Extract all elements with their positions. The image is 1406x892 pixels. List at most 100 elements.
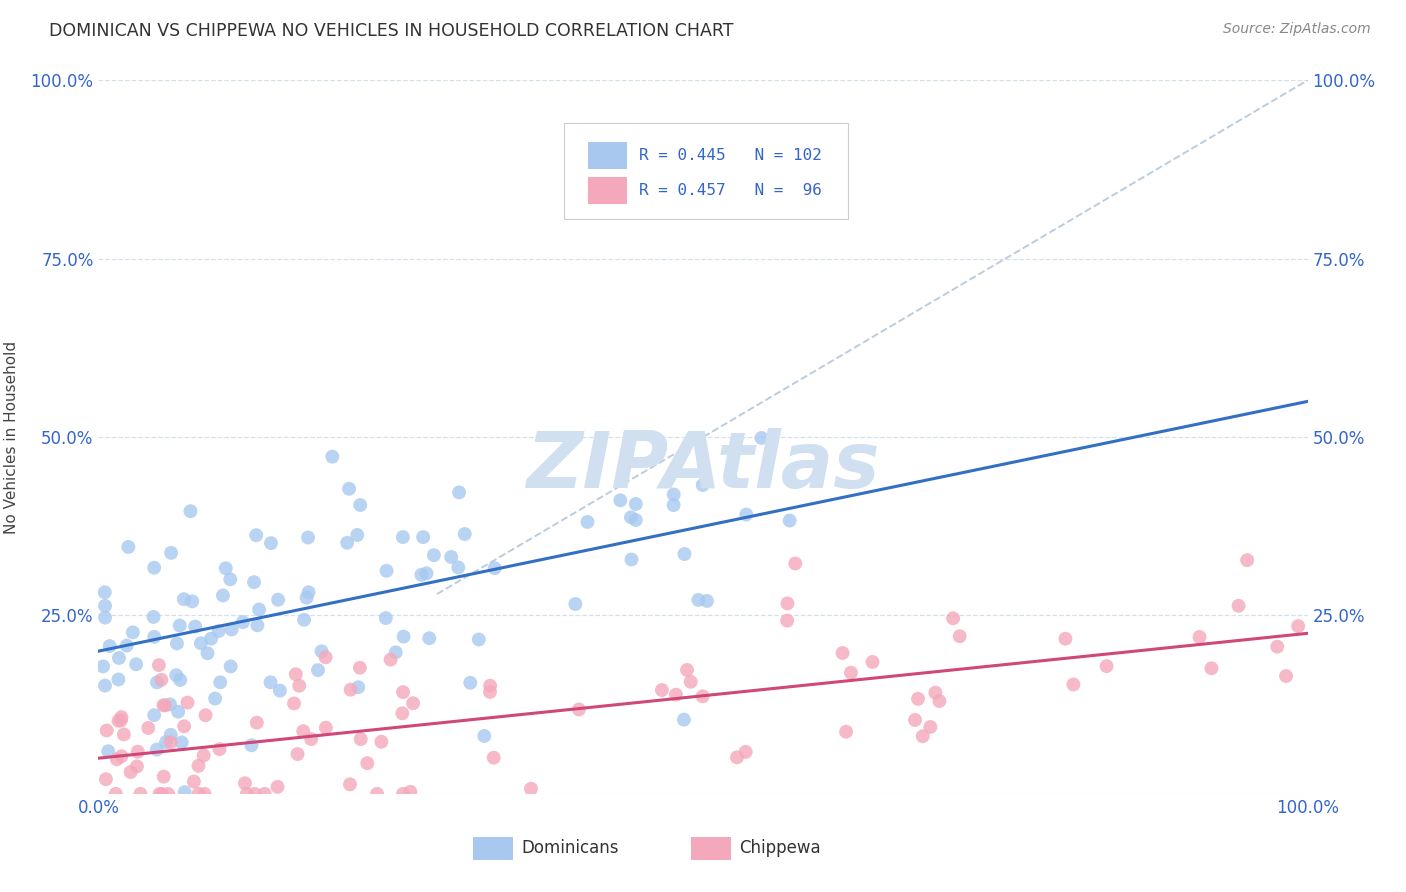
Point (240, 739, 263, 753)
Point (107, 714, 129, 728)
Point (458, 675, 481, 690)
Point (152, 770, 174, 784)
Point (110, 710, 132, 724)
Point (672, 713, 695, 727)
Point (295, 591, 318, 605)
Point (146, 675, 169, 690)
Bar (690, 837, 731, 860)
Point (676, 663, 699, 677)
Point (776, 614, 799, 628)
Point (121, 625, 143, 640)
Point (94, 610, 117, 624)
Point (418, 631, 440, 645)
Point (839, 665, 862, 680)
Point (143, 560, 166, 574)
Point (339, 682, 361, 697)
Point (447, 560, 470, 574)
Point (624, 513, 647, 527)
Point (688, 593, 710, 607)
Point (176, 696, 198, 710)
Point (94, 772, 117, 787)
Point (246, 618, 269, 632)
Text: Dominicans: Dominicans (522, 839, 619, 857)
Point (299, 732, 322, 747)
Point (243, 787, 266, 801)
Point (380, 652, 402, 666)
Point (624, 497, 647, 511)
Point (468, 632, 491, 647)
Bar (474, 837, 513, 860)
Point (374, 611, 396, 625)
Point (194, 708, 217, 723)
Point (311, 644, 333, 658)
Point (411, 567, 433, 582)
Point (520, 781, 543, 796)
Point (484, 561, 506, 575)
Point (170, 735, 193, 749)
Point (284, 667, 307, 681)
Point (349, 661, 371, 675)
Point (356, 756, 378, 771)
Point (1062, 677, 1084, 691)
Point (288, 679, 311, 693)
Point (105, 752, 128, 766)
Point (346, 528, 368, 542)
Point (260, 536, 283, 550)
Point (112, 727, 135, 741)
Point (609, 493, 631, 508)
Point (347, 680, 370, 694)
Point (153, 698, 176, 713)
Point (751, 431, 773, 445)
Point (91, 659, 114, 673)
Point (336, 535, 359, 549)
Point (94, 599, 117, 613)
Point (169, 673, 191, 687)
Point (297, 585, 319, 599)
Point (449, 485, 471, 500)
Point (120, 765, 142, 780)
Point (148, 658, 170, 673)
Point (307, 663, 329, 677)
Point (366, 787, 388, 801)
Point (482, 750, 505, 764)
Point (233, 776, 256, 790)
Point (267, 592, 290, 607)
Point (146, 742, 169, 756)
Point (197, 646, 219, 660)
Point (125, 759, 148, 773)
Point (412, 530, 434, 544)
Bar (588, 177, 627, 203)
Point (173, 592, 195, 607)
Point (679, 674, 702, 689)
Point (942, 611, 965, 625)
Bar (588, 143, 627, 169)
Point (232, 615, 254, 629)
Point (349, 498, 371, 512)
Point (785, 557, 807, 571)
Point (283, 697, 305, 711)
Point (110, 714, 132, 728)
Point (297, 531, 319, 545)
Point (247, 602, 270, 616)
Point (423, 548, 446, 562)
Point (150, 787, 173, 801)
Point (350, 732, 373, 747)
Point (392, 630, 415, 644)
Point (159, 728, 181, 742)
Point (911, 729, 934, 743)
Point (184, 619, 207, 633)
Point (167, 705, 190, 719)
Point (221, 623, 243, 637)
Point (169, 618, 191, 632)
Point (219, 573, 242, 587)
Point (107, 673, 129, 687)
Point (173, 785, 195, 799)
Point (339, 777, 361, 791)
Point (440, 549, 463, 564)
Point (292, 613, 315, 627)
Point (287, 747, 309, 761)
Point (662, 498, 685, 512)
Point (1188, 630, 1211, 644)
Text: R = 0.445   N = 102: R = 0.445 N = 102 (638, 148, 821, 163)
Point (673, 547, 696, 561)
